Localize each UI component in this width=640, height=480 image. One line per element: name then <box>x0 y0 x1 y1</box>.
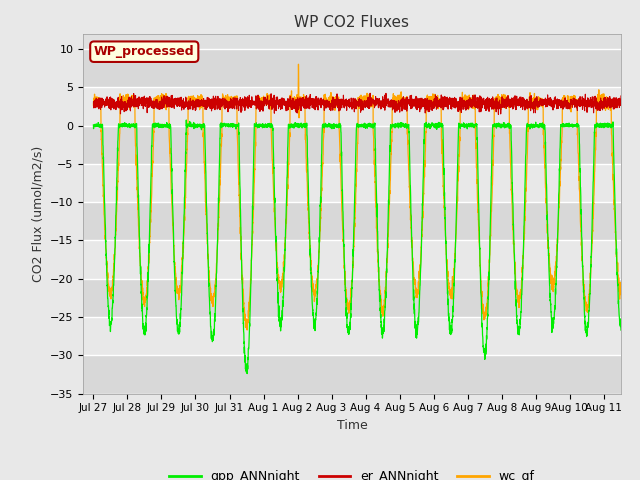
Bar <box>83 240 621 279</box>
Y-axis label: CO2 Flux (umol/m2/s): CO2 Flux (umol/m2/s) <box>31 145 44 282</box>
Bar <box>83 164 621 202</box>
Bar <box>83 279 621 317</box>
Bar <box>83 87 621 125</box>
Bar <box>83 355 621 394</box>
Text: WP_processed: WP_processed <box>94 45 195 58</box>
Title: WP CO2 Fluxes: WP CO2 Fluxes <box>294 15 410 30</box>
Bar <box>83 317 621 355</box>
Bar <box>83 49 621 87</box>
Legend: gpp_ANNnight, er_ANNnight, wc_gf: gpp_ANNnight, er_ANNnight, wc_gf <box>164 465 540 480</box>
X-axis label: Time: Time <box>337 419 367 432</box>
Bar <box>83 125 621 164</box>
Bar <box>83 202 621 240</box>
